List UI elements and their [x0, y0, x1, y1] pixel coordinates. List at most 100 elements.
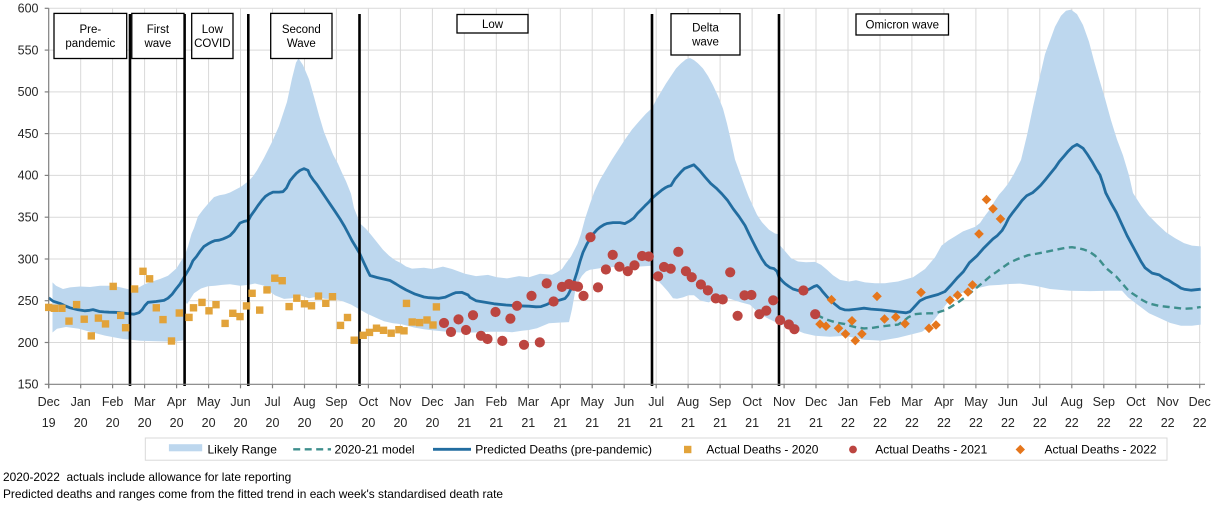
svg-text:22: 22: [937, 416, 951, 430]
svg-text:Jul: Jul: [1032, 395, 1048, 409]
svg-text:21: 21: [553, 416, 567, 430]
svg-text:Feb: Feb: [102, 395, 124, 409]
svg-text:Predicted deaths and ranges co: Predicted deaths and ranges come from th…: [3, 487, 503, 501]
svg-text:2020-2022 actuals include all: 2020-2022 actuals include allowance for …: [3, 470, 291, 484]
svg-text:22: 22: [873, 416, 887, 430]
svg-text:21: 21: [585, 416, 599, 430]
svg-text:22: 22: [1193, 416, 1207, 430]
svg-text:20: 20: [361, 416, 375, 430]
svg-text:Feb: Feb: [869, 395, 891, 409]
svg-text:Jul: Jul: [265, 395, 281, 409]
svg-text:20: 20: [234, 416, 248, 430]
svg-text:Oct: Oct: [742, 395, 762, 409]
svg-text:300: 300: [18, 252, 39, 266]
svg-text:Oct: Oct: [1126, 395, 1146, 409]
svg-text:Actual Deaths - 2020: Actual Deaths - 2020: [706, 443, 818, 457]
svg-text:Low: Low: [482, 19, 504, 31]
svg-text:22: 22: [1129, 416, 1143, 430]
svg-text:Aug: Aug: [293, 395, 315, 409]
svg-text:20: 20: [425, 416, 439, 430]
svg-text:Nov: Nov: [773, 395, 796, 409]
svg-text:21: 21: [457, 416, 471, 430]
svg-text:Jul: Jul: [648, 395, 664, 409]
svg-text:Aug: Aug: [677, 395, 699, 409]
svg-text:21: 21: [649, 416, 663, 430]
svg-text:Jan: Jan: [454, 395, 474, 409]
svg-text:Jan: Jan: [71, 395, 91, 409]
svg-text:22: 22: [1001, 416, 1015, 430]
svg-text:Oct: Oct: [359, 395, 379, 409]
svg-text:May: May: [197, 395, 221, 409]
svg-text:550: 550: [18, 43, 39, 57]
svg-text:21: 21: [681, 416, 695, 430]
svg-text:22: 22: [1161, 416, 1175, 430]
svg-text:Predicted Deaths (pre-pandemic: Predicted Deaths (pre-pandemic): [475, 443, 652, 457]
svg-text:22: 22: [969, 416, 983, 430]
svg-text:21: 21: [777, 416, 791, 430]
svg-text:21: 21: [617, 416, 631, 430]
svg-text:400: 400: [18, 169, 39, 183]
svg-text:450: 450: [18, 127, 39, 141]
svg-text:May: May: [964, 395, 988, 409]
svg-text:20: 20: [266, 416, 280, 430]
svg-text:Nov: Nov: [389, 395, 412, 409]
svg-text:pandemic: pandemic: [65, 38, 115, 50]
svg-text:150: 150: [18, 378, 39, 392]
svg-text:Mar: Mar: [901, 395, 923, 409]
svg-text:Actual Deaths - 2021: Actual Deaths - 2021: [875, 443, 987, 457]
svg-text:20: 20: [393, 416, 407, 430]
svg-text:20: 20: [298, 416, 312, 430]
svg-text:Low: Low: [202, 24, 224, 36]
svg-text:200: 200: [18, 336, 39, 350]
svg-text:May: May: [580, 395, 604, 409]
svg-text:Mar: Mar: [518, 395, 540, 409]
svg-text:22: 22: [841, 416, 855, 430]
svg-text:350: 350: [18, 211, 39, 225]
svg-text:2020-21 model: 2020-21 model: [335, 443, 415, 457]
svg-text:Apr: Apr: [934, 395, 953, 409]
svg-text:Apr: Apr: [551, 395, 570, 409]
svg-text:Sep: Sep: [325, 395, 347, 409]
svg-text:Dec: Dec: [38, 395, 60, 409]
svg-text:21: 21: [489, 416, 503, 430]
svg-text:500: 500: [18, 85, 39, 99]
svg-text:20: 20: [329, 416, 343, 430]
svg-text:Jun: Jun: [998, 395, 1018, 409]
svg-text:Dec: Dec: [805, 395, 827, 409]
svg-text:Sep: Sep: [709, 395, 731, 409]
svg-text:22: 22: [1065, 416, 1079, 430]
svg-text:Jun: Jun: [614, 395, 634, 409]
svg-text:Wave: Wave: [287, 38, 316, 50]
svg-text:wave: wave: [143, 38, 171, 50]
svg-text:wave: wave: [691, 36, 719, 48]
svg-text:20: 20: [106, 416, 120, 430]
svg-text:600: 600: [18, 2, 39, 16]
svg-text:Second: Second: [282, 24, 321, 36]
svg-text:Aug: Aug: [1061, 395, 1083, 409]
svg-text:Delta: Delta: [692, 22, 719, 34]
svg-text:Actual Deaths - 2022: Actual Deaths - 2022: [1045, 443, 1157, 457]
svg-text:21: 21: [809, 416, 823, 430]
svg-text:21: 21: [713, 416, 727, 430]
svg-text:Pre-: Pre-: [79, 24, 101, 36]
svg-text:20: 20: [202, 416, 216, 430]
svg-text:Mar: Mar: [134, 395, 156, 409]
svg-text:19: 19: [42, 416, 56, 430]
svg-text:Dec: Dec: [421, 395, 443, 409]
svg-text:20: 20: [138, 416, 152, 430]
svg-text:Omicron wave: Omicron wave: [866, 20, 940, 32]
svg-text:Apr: Apr: [167, 395, 186, 409]
svg-text:20: 20: [170, 416, 184, 430]
svg-text:COVID: COVID: [194, 38, 230, 50]
svg-text:Dec: Dec: [1189, 395, 1211, 409]
svg-text:Nov: Nov: [1157, 395, 1180, 409]
svg-text:22: 22: [905, 416, 919, 430]
svg-text:Jan: Jan: [838, 395, 858, 409]
svg-text:20: 20: [74, 416, 88, 430]
svg-text:250: 250: [18, 294, 39, 308]
svg-text:22: 22: [1097, 416, 1111, 430]
svg-text:21: 21: [521, 416, 535, 430]
svg-text:First: First: [147, 24, 170, 36]
svg-text:22: 22: [1033, 416, 1047, 430]
svg-text:Sep: Sep: [1093, 395, 1115, 409]
